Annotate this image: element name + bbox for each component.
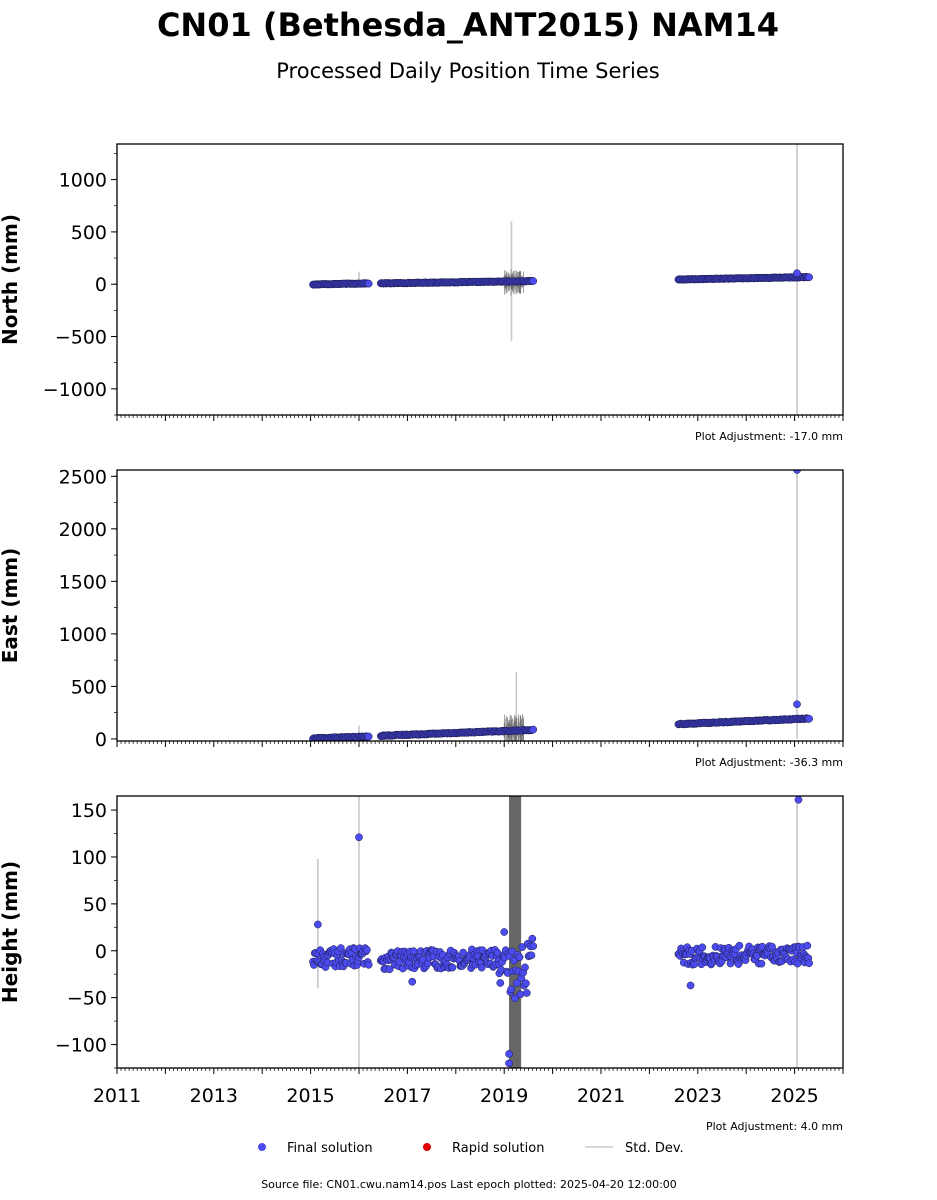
east-outlier-point — [793, 470, 801, 474]
height-y-tick-label: 50 — [83, 894, 107, 916]
east-y-tick-label: 2500 — [59, 466, 107, 488]
height-y-tick-label: −100 — [55, 1035, 107, 1057]
east-outlier-point — [793, 700, 801, 709]
height-data-point — [698, 943, 707, 952]
height-data-point — [521, 963, 529, 972]
height-x-tick-label: 2013 — [190, 1085, 238, 1107]
north-y-axis-label: North (mm) — [0, 214, 22, 345]
page-title: CN01 (Bethesda_ANT2015) NAM14 — [157, 6, 779, 44]
height-data-point — [448, 963, 457, 972]
legend: Final solution Rapid solution Std. Dev. — [258, 1141, 684, 1156]
height-plot-area — [309, 796, 813, 1068]
north-y-tick-label: 500 — [71, 222, 107, 244]
legend-rapid-marker — [423, 1143, 431, 1151]
height-data-point — [516, 990, 525, 999]
east-plot-adjustment: Plot Adjustment: -36.3 mm — [695, 756, 843, 769]
height-data-point — [522, 989, 531, 997]
height-y-tick-label: 100 — [71, 847, 107, 869]
height-data-point — [512, 979, 521, 987]
height-data-point — [527, 951, 536, 960]
height-outlier-point — [355, 833, 363, 842]
height-data-point — [364, 960, 373, 969]
north-plot-adjustment: Plot Adjustment: -17.0 mm — [695, 430, 843, 443]
height-data-point — [385, 965, 394, 974]
north-y-tick-label: −1000 — [43, 379, 107, 401]
height-data-point — [507, 985, 516, 994]
legend-final-marker — [258, 1143, 266, 1151]
height-data-point — [529, 942, 538, 950]
height-outlier-point — [408, 977, 417, 986]
legend-std-label: Std. Dev. — [625, 1141, 684, 1156]
east-data-point — [805, 714, 813, 723]
north-plot-area — [309, 144, 813, 415]
source-footer: Source file: CN01.cwu.nam14.pos Last epo… — [261, 1178, 677, 1191]
height-outlier-point — [686, 981, 695, 990]
height-data-point — [518, 943, 527, 951]
height-x-tick-label: 2025 — [770, 1085, 818, 1107]
east-y-tick-label: 2000 — [59, 519, 107, 541]
height-data-point — [409, 947, 418, 956]
height-outlier-point — [505, 1059, 513, 1068]
height-plot-adjustment: Plot Adjustment: 4.0 mm — [706, 1120, 843, 1133]
height-outlier-point — [500, 928, 509, 936]
height-outlier-point — [794, 796, 803, 804]
height-outlier-point — [505, 1050, 513, 1058]
height-data-point — [496, 979, 505, 987]
east-plot-area — [309, 470, 813, 741]
north-y-tick-label: −500 — [55, 327, 107, 349]
height-x-tick-label: 2017 — [383, 1085, 431, 1107]
height-data-point — [337, 944, 345, 952]
east-y-tick-label: 0 — [95, 729, 107, 751]
east-frame — [116, 469, 844, 742]
north-outlier-point — [793, 269, 801, 278]
east-data-point — [364, 732, 373, 741]
height-data-point — [522, 979, 530, 988]
height-data-point — [803, 941, 812, 950]
height-x-tick-label: 2019 — [480, 1085, 528, 1107]
height-x-tick-label: 2023 — [674, 1085, 722, 1107]
height-data-point — [768, 942, 776, 951]
height-frame — [116, 795, 844, 1069]
height-data-point — [805, 959, 813, 968]
page-subtitle: Processed Daily Position Time Series — [276, 59, 660, 83]
height-data-point — [735, 941, 744, 950]
legend-final-label: Final solution — [287, 1141, 373, 1156]
height-x-tick-label: 2015 — [286, 1085, 334, 1107]
north-y-tick-label: 0 — [95, 274, 107, 296]
height-x-tick-label: 2011 — [93, 1085, 141, 1107]
height-data-point — [528, 934, 537, 943]
north-panel: −1000 −500 0 500 1000 North (mm) Plot Adjustme… — [0, 143, 844, 443]
height-y-tick-label: −50 — [67, 988, 107, 1010]
east-panel: 0 500 1000 1500 2000 2500 East (mm) Plot Adjust… — [0, 466, 844, 769]
height-data-point — [511, 994, 519, 1003]
legend-rapid-label: Rapid solution — [452, 1141, 544, 1156]
height-x-tick-label: 2021 — [577, 1085, 625, 1107]
height-y-axis-label: Height (mm) — [0, 861, 22, 1003]
east-y-axis-label: East (mm) — [0, 548, 22, 664]
east-y-tick-label: 1500 — [59, 571, 107, 593]
east-y-tick-label: 1000 — [59, 624, 107, 646]
height-data-point — [757, 959, 766, 968]
height-data-point — [510, 956, 518, 965]
height-std-fill — [509, 796, 522, 1068]
east-data-point — [529, 725, 538, 734]
height-outlier-point — [314, 920, 322, 929]
north-y-tick-label: 1000 — [59, 170, 107, 192]
height-y-tick-label: 150 — [71, 800, 107, 822]
height-data-point — [477, 963, 486, 972]
height-y-tick-label: 0 — [95, 941, 107, 963]
north-data-point — [529, 277, 538, 285]
east-y-tick-label: 500 — [71, 676, 107, 698]
north-data-point — [805, 273, 813, 282]
height-panel: −100 −50 0 50 100 150 Height (mm) Plot Adjustme… — [0, 795, 844, 1133]
north-data-point — [364, 279, 373, 288]
height-data-point — [363, 945, 371, 954]
height-data-point — [515, 953, 524, 962]
